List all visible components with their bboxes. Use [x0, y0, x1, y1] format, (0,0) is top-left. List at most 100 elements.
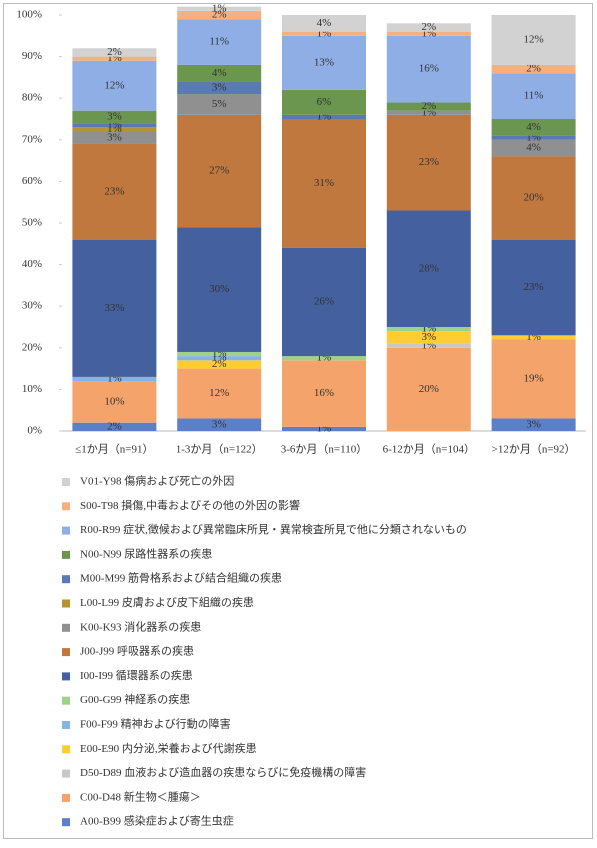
- bar-segment: [386, 347, 471, 431]
- legend-marker: [62, 648, 70, 657]
- bar-segment: [177, 227, 262, 352]
- bar-segment: [72, 60, 157, 111]
- bar-segment: [177, 81, 262, 95]
- bar-segment: [386, 331, 471, 344]
- data-label: 5%: [212, 98, 227, 110]
- bar-segment: [282, 89, 366, 115]
- legend-marker: [62, 745, 70, 754]
- legend-label: M00-M99 筋骨格系および結合組織の疾患: [80, 571, 282, 585]
- bar-segment: [282, 426, 366, 431]
- data-label: 2%: [107, 420, 122, 432]
- y-tick-label: 60%: [22, 175, 42, 187]
- legend-label: A00-B99 感染症および寄生虫症: [80, 814, 234, 828]
- y-tick-label: 10%: [22, 383, 42, 395]
- bar-segment: [386, 110, 471, 115]
- legend-marker: [62, 550, 70, 559]
- bar-segment: [72, 48, 157, 57]
- legend-label: I00-I99 循環器系の疾患: [80, 668, 193, 682]
- bar-segment: [386, 102, 471, 111]
- x-tick-label: 3-6か月（n=110）: [281, 443, 367, 456]
- x-tick-label: ≤1か月（n=91）: [75, 443, 153, 456]
- data-label: 2%: [421, 100, 436, 112]
- data-label: 11%: [524, 90, 544, 102]
- data-label: 23%: [524, 281, 544, 293]
- bar-segment: [491, 135, 576, 140]
- bar-segment: [282, 119, 366, 248]
- y-tick-label: 40%: [22, 258, 42, 270]
- bar-segment: [72, 56, 157, 61]
- bar-segment: [72, 376, 157, 382]
- bar-segment: [491, 73, 576, 119]
- data-label: 10%: [104, 395, 124, 407]
- data-label: 27%: [209, 165, 229, 177]
- data-label: 4%: [526, 142, 541, 154]
- legend-label: K00-K93 消化器系の疾患: [80, 619, 201, 633]
- x-tick-label: >12か月（n=92）: [492, 443, 576, 456]
- data-label: 4%: [526, 121, 541, 133]
- data-label: 3%: [212, 81, 227, 93]
- legend-label: N00-N99 尿路性器系の疾患: [80, 546, 212, 560]
- data-label: 4%: [212, 67, 227, 79]
- legend-marker: [62, 769, 70, 778]
- bar-segment: [491, 418, 576, 431]
- bar-segment: [491, 335, 576, 340]
- bar-segment: [177, 356, 262, 361]
- bar-segment: [177, 114, 262, 228]
- data-label: 23%: [419, 156, 439, 168]
- bar-segment: [386, 327, 471, 332]
- x-tick-label: 6-12か月（n=104）: [383, 443, 475, 456]
- bar-segment: [72, 131, 157, 144]
- data-label: 3%: [421, 331, 436, 343]
- data-label: 20%: [524, 192, 544, 204]
- bar-segment: [282, 31, 366, 36]
- bar-segment: [386, 210, 471, 327]
- data-label: 2%: [212, 358, 227, 370]
- bar-segment: [491, 156, 576, 240]
- legend-marker: [62, 672, 70, 681]
- bar-segment: [491, 239, 576, 336]
- data-label: 3%: [107, 110, 122, 122]
- legend-marker: [62, 793, 70, 802]
- legend-label: C00-D48 新生物＜腫瘍＞: [80, 789, 201, 803]
- bar-segment: [177, 360, 262, 369]
- legend-marker: [62, 818, 70, 827]
- data-label: 33%: [104, 302, 124, 314]
- data-label: 3%: [212, 418, 227, 430]
- bar-segment: [177, 94, 262, 115]
- bar-segment: [72, 110, 157, 124]
- bar-segment: [491, 119, 576, 136]
- bar-segment: [282, 360, 366, 427]
- legend-label: J00-J99 呼吸器系の疾患: [80, 644, 194, 658]
- legend-marker: [62, 696, 70, 705]
- data-label: 13%: [314, 56, 334, 68]
- data-label: 11%: [209, 36, 229, 48]
- data-label: 1%: [107, 119, 122, 131]
- legend-label: E00-E90 内分泌,栄養および代謝疾患: [80, 741, 257, 755]
- legend-label: L00-L99 皮膚および皮下組織の疾患: [80, 595, 254, 609]
- bar-segment: [282, 114, 366, 119]
- bar-segment: [177, 64, 262, 82]
- data-label: 23%: [104, 185, 124, 197]
- data-label: 16%: [314, 387, 334, 399]
- data-label: 28%: [419, 262, 439, 274]
- bar-segment: [491, 139, 576, 157]
- legend-label: S00-T98 損傷,中毒およびその他の外因の影響: [80, 498, 300, 512]
- bar-segment: [177, 368, 262, 419]
- bar-segment: [491, 64, 576, 74]
- bar-segment: [72, 143, 157, 240]
- data-label: 2%: [212, 9, 227, 21]
- bar-segment: [282, 35, 366, 90]
- legend-marker: [62, 478, 70, 486]
- bar-segment: [177, 19, 262, 65]
- x-tick-label: 1-3か月（n=122）: [176, 443, 263, 456]
- data-label: 1%: [212, 2, 227, 14]
- data-label: 6%: [317, 96, 332, 108]
- bar-segment: [386, 35, 471, 103]
- legend-marker: [62, 721, 70, 729]
- bar-segment: [282, 247, 366, 357]
- y-tick-label: 90%: [22, 50, 42, 62]
- bar-segment: [386, 23, 471, 32]
- legend-marker: [62, 623, 70, 632]
- bar-segment: [386, 31, 471, 36]
